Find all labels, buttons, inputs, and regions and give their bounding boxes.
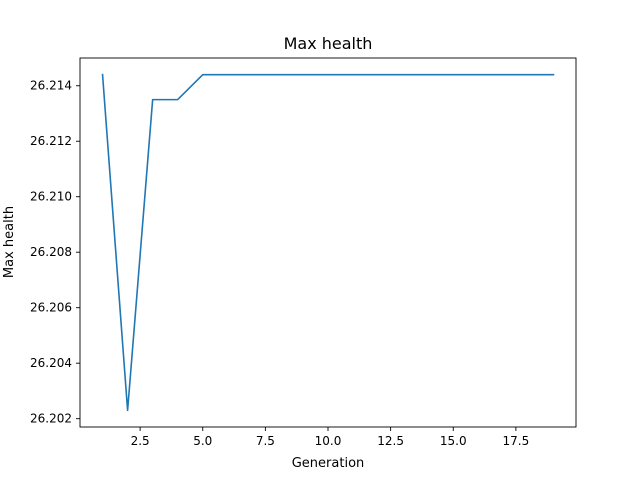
y-tick-label: 26.204 [30,356,72,370]
x-tick-label: 15.0 [440,434,467,448]
series-layer [101,73,555,412]
x-tick-label: 12.5 [377,434,404,448]
y-axis: 26.202 26.204 26.206 26.208 26.210 26.212 26.2… [30,79,80,426]
x-tick-label: 5.0 [193,434,212,448]
y-tick-label: 26.212 [30,134,72,148]
x-tick-label: 7.5 [256,434,275,448]
x-tick-label: 2.5 [131,434,150,448]
y-tick-label: 26.206 [30,301,72,315]
chart-title: Max health [284,34,373,53]
series-line [101,73,555,412]
y-axis-label: Max health [2,206,17,278]
x-axis-label: Generation [292,456,365,471]
y-tick-label: 26.202 [30,412,72,426]
x-tick-label: 17.5 [503,434,530,448]
y-tick-label: 26.208 [30,245,72,259]
y-tick-label: 26.214 [30,79,72,93]
x-tick-label: 10.0 [315,434,342,448]
x-axis: 2.5 5.0 7.5 10.0 12.5 15.0 17.5 [131,427,530,448]
y-tick-label: 26.210 [30,190,72,204]
